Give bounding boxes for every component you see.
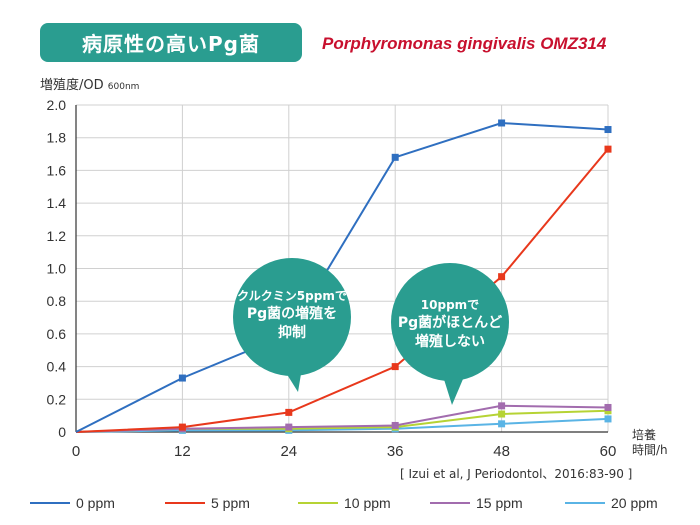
x-tick-label: 36 — [387, 443, 404, 460]
data-point-marker — [285, 408, 293, 416]
data-point-marker — [498, 402, 506, 410]
x-tick-label: 24 — [280, 443, 297, 460]
legend-swatch — [430, 502, 470, 504]
data-point-marker — [604, 145, 612, 153]
legend-label: 10 ppm — [344, 495, 391, 511]
legend-label: 15 ppm — [476, 495, 523, 511]
y-tick-label: 1.8 — [47, 130, 67, 146]
annotation-bubble-1 — [233, 258, 351, 376]
data-point-marker — [391, 153, 399, 161]
legend-swatch — [165, 502, 205, 504]
y-tick-label: 0 — [58, 424, 66, 440]
x-tick-label: 12 — [174, 443, 191, 460]
series-line — [75, 404, 609, 433]
legend-label: 0 ppm — [76, 495, 115, 511]
annotation-bubble-1-tail — [283, 368, 302, 392]
annotation-2-line-2: Pg菌がほとんど — [397, 315, 503, 331]
chart-title: 病原性の高いPg菌 — [82, 32, 260, 56]
axis-layer: 0 0.2 0.4 0.6 0.8 1.0 1.2 1.4 1.6 1.8 2.0 0 12 24 36 48… — [47, 97, 617, 460]
data-point-marker — [604, 415, 612, 423]
y-tick-label: 0.4 — [47, 359, 67, 375]
x-axis-unit-line-1: 培養 — [632, 428, 657, 442]
data-point-marker — [178, 374, 186, 382]
legend-label: 5 ppm — [211, 495, 250, 511]
series-line — [75, 417, 609, 433]
species-label: Porphyromonas gingivalis OMZ314 — [322, 34, 607, 53]
y-tick-label: 1.6 — [47, 162, 67, 178]
series-layer — [75, 119, 612, 434]
y-tick-label: 0.8 — [47, 293, 67, 309]
annotation-2-line-3: 増殖しない — [415, 334, 485, 350]
data-point-marker — [604, 126, 612, 134]
series-line — [75, 121, 609, 433]
data-point-marker — [498, 420, 506, 428]
annotation-2-line-1: 10ppmで — [420, 298, 480, 312]
y-tick-label: 0.2 — [47, 391, 67, 407]
chart-title-box: 病原性の高いPg菌 — [40, 23, 302, 62]
citation: [ Izui et al, J Periodontol、2016:83-90 ] — [400, 467, 633, 481]
legend-swatch — [30, 502, 70, 504]
data-point-marker — [391, 363, 399, 371]
y-axis-label-text: 増殖度/OD — [40, 78, 104, 93]
legend-label: 20 ppm — [611, 495, 658, 511]
y-tick-label: 2.0 — [47, 97, 67, 113]
annotation-bubble-text-1: クルクミン5ppmで Pg菌の増殖を 抑制 — [227, 288, 357, 343]
annotation-1-line-1: クルクミン5ppmで — [237, 289, 347, 303]
annotation-bubble-2 — [391, 263, 509, 381]
chart-legend: 0 ppm 5 ppm 10 ppm 15 ppm 20 ppm — [0, 495, 700, 515]
x-tick-label: 60 — [600, 443, 617, 460]
data-point-marker — [498, 410, 506, 418]
data-point-marker — [285, 423, 293, 431]
annotation-layer — [233, 258, 509, 405]
annotation-bubble-2-tail — [442, 372, 466, 405]
x-axis-unit-line-2: 時間/h — [632, 443, 668, 457]
x-tick-label: 48 — [493, 443, 510, 460]
x-axis-unit-label: 培養 時間/h — [632, 428, 668, 458]
annotation-1-line-2: Pg菌の増殖を — [246, 306, 338, 322]
data-point-marker — [391, 421, 399, 429]
y-tick-label: 1.0 — [47, 261, 67, 277]
legend-item: 0 ppm — [30, 495, 115, 511]
y-axis-label: 増殖度/OD 600nm — [40, 74, 139, 93]
legend-item: 15 ppm — [430, 495, 523, 511]
annotation-1-line-3: 抑制 — [278, 325, 306, 341]
data-point-marker — [604, 403, 612, 411]
legend-item: 20 ppm — [565, 495, 658, 511]
y-tick-label: 1.2 — [47, 228, 67, 244]
annotation-bubble-text-2: 10ppmで Pg菌がほとんど 増殖しない — [385, 297, 515, 352]
data-point-marker — [498, 119, 506, 127]
x-tick-label: 0 — [72, 443, 80, 460]
legend-item: 10 ppm — [298, 495, 391, 511]
y-axis-label-unit: 600nm — [107, 82, 140, 92]
data-point-marker — [178, 423, 186, 431]
legend-swatch — [298, 502, 338, 504]
legend-item: 5 ppm — [165, 495, 250, 511]
legend-swatch — [565, 502, 605, 504]
data-point-marker — [498, 273, 506, 281]
y-tick-label: 1.4 — [47, 195, 67, 211]
grid-layer — [76, 104, 609, 432]
y-tick-label: 0.6 — [47, 326, 67, 342]
series-line — [75, 148, 609, 433]
